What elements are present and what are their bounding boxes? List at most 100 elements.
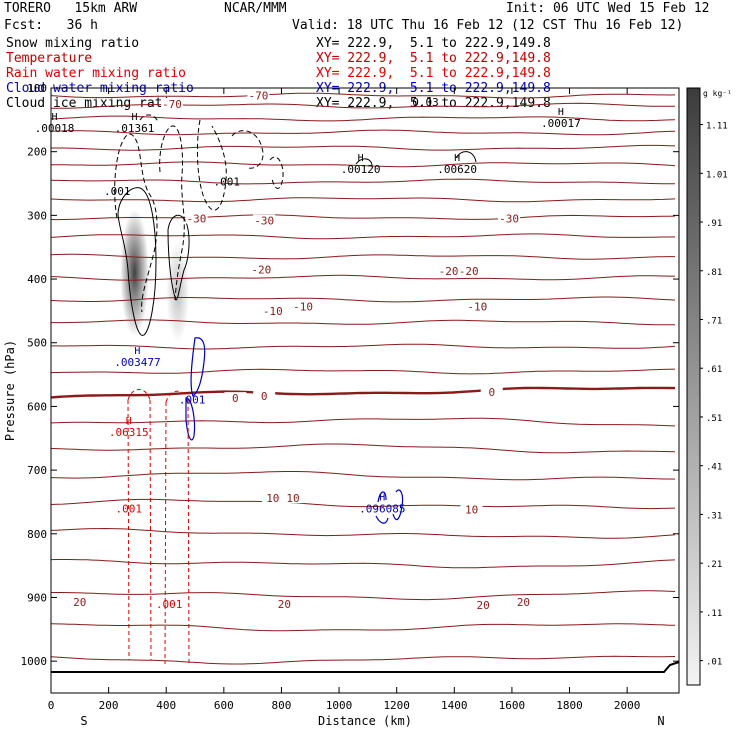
temperature-label-bg (292, 300, 315, 312)
snow-contour (139, 114, 159, 123)
snow-contour (159, 125, 185, 301)
temperature-label: 10 (286, 492, 299, 505)
temperature-label-bg (253, 390, 276, 402)
y-tick-label: 600 (27, 400, 47, 413)
contour-value-label: .001 (116, 502, 143, 515)
snow-contour (196, 119, 227, 211)
colorbar-level-label: .11 (706, 609, 722, 619)
legend-snow: Snow mixing ratio (6, 36, 140, 51)
y-tick-label: 300 (27, 209, 47, 222)
temperature-label-bg (466, 300, 489, 312)
model-name: TORERO 15km ARW (4, 1, 138, 16)
temperature-label-bg (185, 212, 208, 224)
temperature-contour (51, 161, 676, 168)
y-tick-label: 800 (27, 528, 47, 541)
y-tick-label: 100 (27, 82, 47, 95)
temperature-contours (51, 92, 676, 665)
extremum-value: .01361 (115, 122, 155, 135)
temperature-contour (51, 92, 676, 99)
temperature-label-bg (460, 503, 483, 515)
temperature-contour (51, 343, 676, 350)
y-tick-label: 700 (27, 464, 47, 477)
extremum-marker: H (51, 112, 57, 123)
temperature-label-bg (68, 595, 91, 607)
temperature-contour (51, 214, 676, 221)
temperature-label: -10 (263, 305, 283, 318)
colorbar-level-label: 1.11 (706, 122, 728, 132)
temperature-label: 0 (261, 390, 268, 403)
cloud-ice-contour (167, 214, 190, 301)
temperature-label: 20 (73, 596, 86, 609)
temperature-label-bg (250, 263, 273, 275)
legend-temperature: Temperature (6, 51, 93, 66)
temperature-label: -30 (254, 214, 274, 227)
temperature-label: -10 (293, 300, 313, 313)
temperature-label-bg (512, 595, 535, 607)
rain-contour (165, 390, 189, 403)
extremum-value: .00017 (541, 117, 581, 130)
xy-rain: XY= 222.9, 5.1 to 222.9,149.8 (316, 66, 551, 81)
extremum-marker: H (132, 112, 138, 123)
temperature-contour (51, 253, 675, 260)
extremum-marker: H (134, 346, 140, 357)
cloud-ice-shade (166, 240, 190, 343)
x-tick-label: 1600 (499, 699, 526, 712)
x-tick-label: 1400 (441, 699, 468, 712)
x-tick-label: 0 (48, 699, 55, 712)
colorbar-gradient (686, 87, 701, 686)
forecast-hour: Fcst: 36 h (4, 18, 98, 33)
temperature-contour (51, 178, 676, 185)
x-tick-label: 400 (156, 699, 176, 712)
extremum-value: .00120 (341, 163, 381, 176)
x-axis-label: Distance (km) (318, 714, 412, 728)
temperature-label-bg (480, 385, 503, 397)
rain-contour (127, 399, 130, 661)
temperature-contour (51, 115, 676, 122)
contour-value-label: .001 (104, 185, 131, 198)
temperature-contour (51, 559, 676, 569)
temperature-contour (51, 443, 676, 454)
temperature-contour (51, 274, 676, 281)
rain-contour (187, 399, 190, 665)
extremum-marker: H (126, 416, 132, 427)
temperature-label: 20 (517, 596, 530, 609)
contour-value-label: .001 (213, 176, 240, 189)
y-tick-label: 900 (27, 591, 47, 604)
cloud-ice-contour (455, 151, 477, 163)
x-tick-label: 1000 (326, 699, 353, 712)
temperature-label-bg (472, 599, 495, 611)
hydrometeor-contours (114, 114, 477, 665)
contour-labels: -70-70-30 -30 -30-20 -20 -20-10 -10 -100 0 010 10… (35, 89, 581, 612)
contour-value-label: .001 (179, 393, 206, 406)
temperature-contour (51, 498, 676, 510)
temperature-contour (51, 417, 676, 427)
temperature-label: -70 (248, 90, 268, 103)
snow-contour (269, 156, 284, 189)
temperature-label: 10 (266, 492, 279, 505)
temperature-label: 20 (476, 599, 489, 612)
temperature-label: 0 (232, 392, 239, 405)
forecast-hour-value: 36 h (66, 18, 98, 33)
temperature-label-bg (281, 492, 304, 504)
colorbar-level-label: .51 (706, 414, 722, 424)
colorbar-level-label: .31 (706, 511, 722, 521)
temperature-label: -30 (499, 213, 519, 226)
temperature-label-bg (261, 492, 284, 504)
temperature-contour (51, 102, 675, 109)
temperature-contour (51, 144, 676, 151)
temperature-label-bg (160, 97, 183, 109)
temperature-label-bg (253, 214, 276, 226)
temperature-label-bg (457, 264, 480, 276)
temperature-label-bg (437, 264, 460, 276)
temperature-label-bg (247, 89, 270, 101)
y-tick-label: 200 (27, 146, 47, 159)
cloud-water-contour (375, 489, 404, 524)
temperature-contour (51, 368, 676, 375)
y-tick-label: 500 (27, 337, 47, 350)
colorbar-level-label: .21 (706, 560, 722, 570)
ground-line (51, 661, 680, 673)
extremum-value: .00018 (35, 122, 75, 135)
cloud-ice-contour (117, 187, 157, 336)
temperature-contour (51, 197, 676, 203)
colorbar: .01 .11 .21 .31 .41 .51 .61 .71 .81 .91 1.01 1.11 g … (686, 87, 732, 686)
